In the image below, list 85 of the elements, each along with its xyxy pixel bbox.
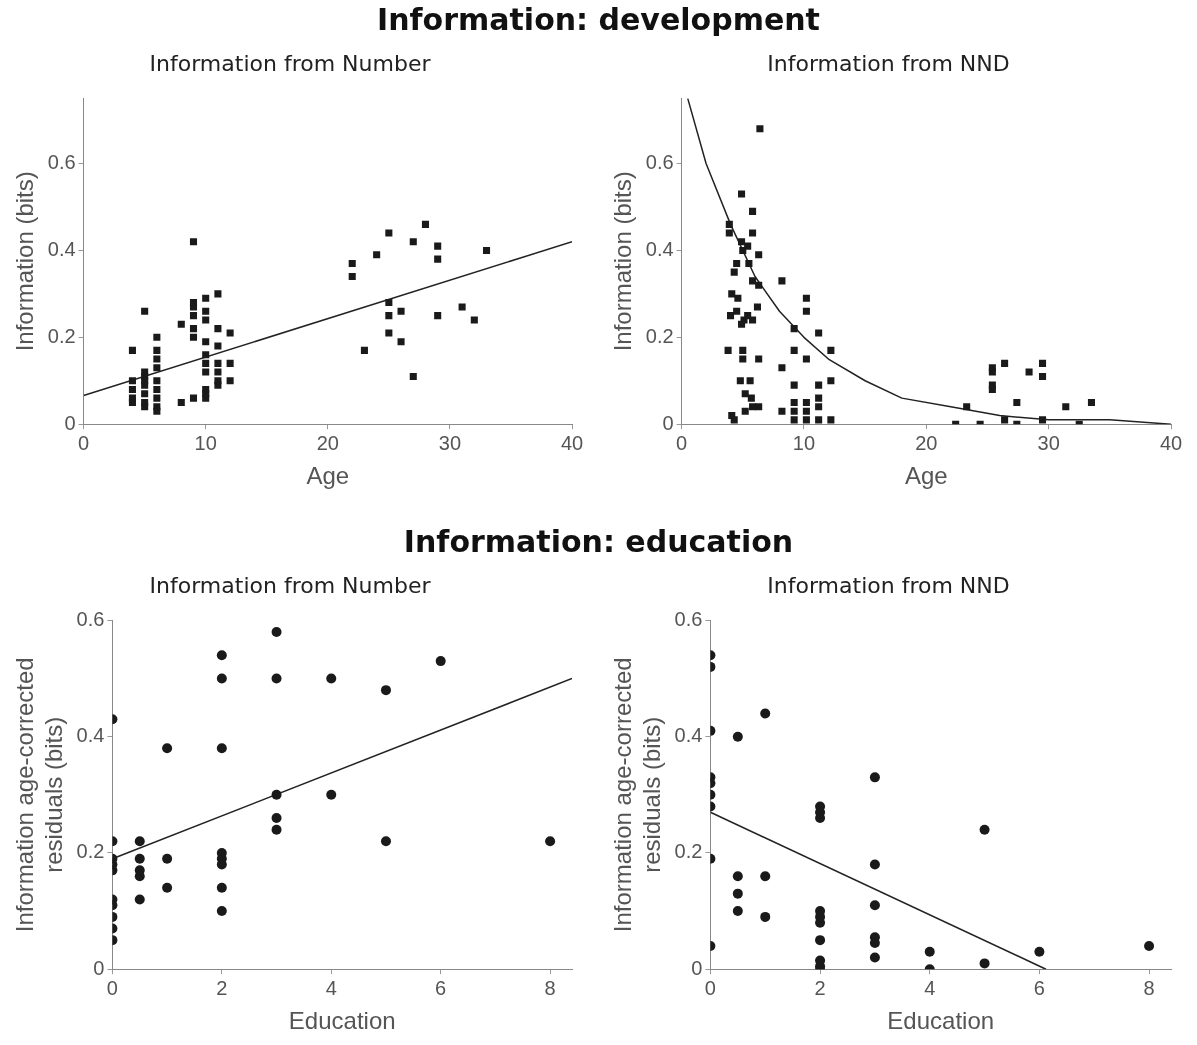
y-tick-label: 0	[64, 411, 76, 434]
point	[1144, 940, 1155, 951]
x-axis-title: Age	[904, 462, 948, 490]
y-tick-label: 0	[93, 956, 105, 979]
point	[979, 958, 990, 969]
x-tick-label: 2	[814, 976, 826, 999]
point	[760, 871, 771, 882]
y-tick-label: 0.2	[674, 840, 703, 863]
point	[869, 859, 880, 870]
x-tick-label: 6	[435, 976, 447, 999]
x-axis-title: Education	[288, 1007, 396, 1035]
point	[869, 772, 880, 783]
chart-title: Information from NND	[767, 572, 1010, 598]
point	[760, 911, 771, 922]
point	[732, 731, 743, 742]
y-tick-label: 0.4	[674, 724, 703, 747]
y-tick-label: 0	[662, 411, 674, 434]
y-tick-label: 0.4	[645, 237, 674, 260]
point	[732, 906, 743, 917]
point	[216, 906, 227, 917]
x-tick-label: 4	[924, 976, 936, 999]
x-tick-label: 10	[792, 431, 816, 454]
y-tick-label: 0.6	[674, 607, 703, 630]
point	[435, 656, 446, 667]
x-tick-label: 40	[1159, 431, 1183, 454]
y-axis-title: Information age-corrected residuals (bits)	[609, 657, 665, 933]
point	[815, 935, 826, 946]
point	[380, 836, 391, 847]
point	[271, 789, 282, 800]
y-tick-label: 0.6	[47, 151, 76, 174]
point	[869, 952, 880, 963]
x-tick-label: 30	[1037, 431, 1060, 454]
point	[732, 871, 743, 882]
chart-title: Information from NND	[767, 50, 1010, 76]
point	[271, 813, 282, 824]
point	[869, 900, 880, 911]
point	[134, 894, 145, 905]
point	[162, 743, 173, 754]
y-tick-label: 0.2	[47, 324, 76, 347]
point	[216, 650, 227, 661]
x-tick-label: 4	[325, 976, 337, 999]
x-tick-label: 10	[194, 431, 217, 454]
text: Information: education	[402, 524, 795, 559]
point	[924, 946, 935, 957]
point	[1034, 946, 1045, 957]
y-tick-label: 0.6	[645, 151, 674, 174]
point	[760, 708, 771, 719]
x-tick-label: 20	[316, 431, 339, 454]
point	[271, 673, 282, 684]
chart-title: Information from Number	[149, 50, 432, 76]
x-tick-label: 6	[1033, 976, 1045, 999]
point	[134, 853, 145, 864]
point	[380, 685, 391, 696]
x-tick-label: 30	[438, 431, 462, 454]
y-axis-title: Information (bits)	[11, 171, 39, 352]
y-tick-label: 0	[691, 956, 703, 979]
y-tick-label: 0.2	[645, 324, 674, 347]
y-tick-label: 0.2	[76, 840, 105, 863]
point	[732, 888, 743, 899]
x-axis-title: Age	[306, 462, 350, 490]
x-tick-label: 8	[1143, 976, 1155, 999]
text: Information: development	[376, 2, 821, 37]
x-tick-label: 8	[544, 976, 556, 999]
point	[271, 824, 282, 835]
point	[271, 627, 282, 638]
point	[162, 882, 173, 893]
y-tick-label: 0.4	[47, 237, 76, 260]
point	[326, 789, 337, 800]
y-axis-title: Information age-corrected residuals (bits)	[11, 657, 67, 933]
point	[216, 743, 227, 754]
chart-title: Information from Number	[149, 572, 432, 598]
x-tick-label: 2	[216, 976, 228, 999]
y-tick-label: 0.4	[76, 724, 105, 747]
point	[216, 673, 227, 684]
point	[134, 836, 145, 847]
point	[216, 882, 227, 893]
point	[979, 824, 990, 835]
x-tick-label: 40	[560, 431, 584, 454]
x-axis-title: Education	[887, 1007, 995, 1035]
point	[162, 853, 173, 864]
y-tick-label: 0.6	[76, 607, 105, 630]
y-axis-title: Information (bits)	[609, 171, 637, 352]
point	[545, 836, 556, 847]
point	[326, 673, 337, 684]
x-tick-label: 20	[915, 431, 938, 454]
